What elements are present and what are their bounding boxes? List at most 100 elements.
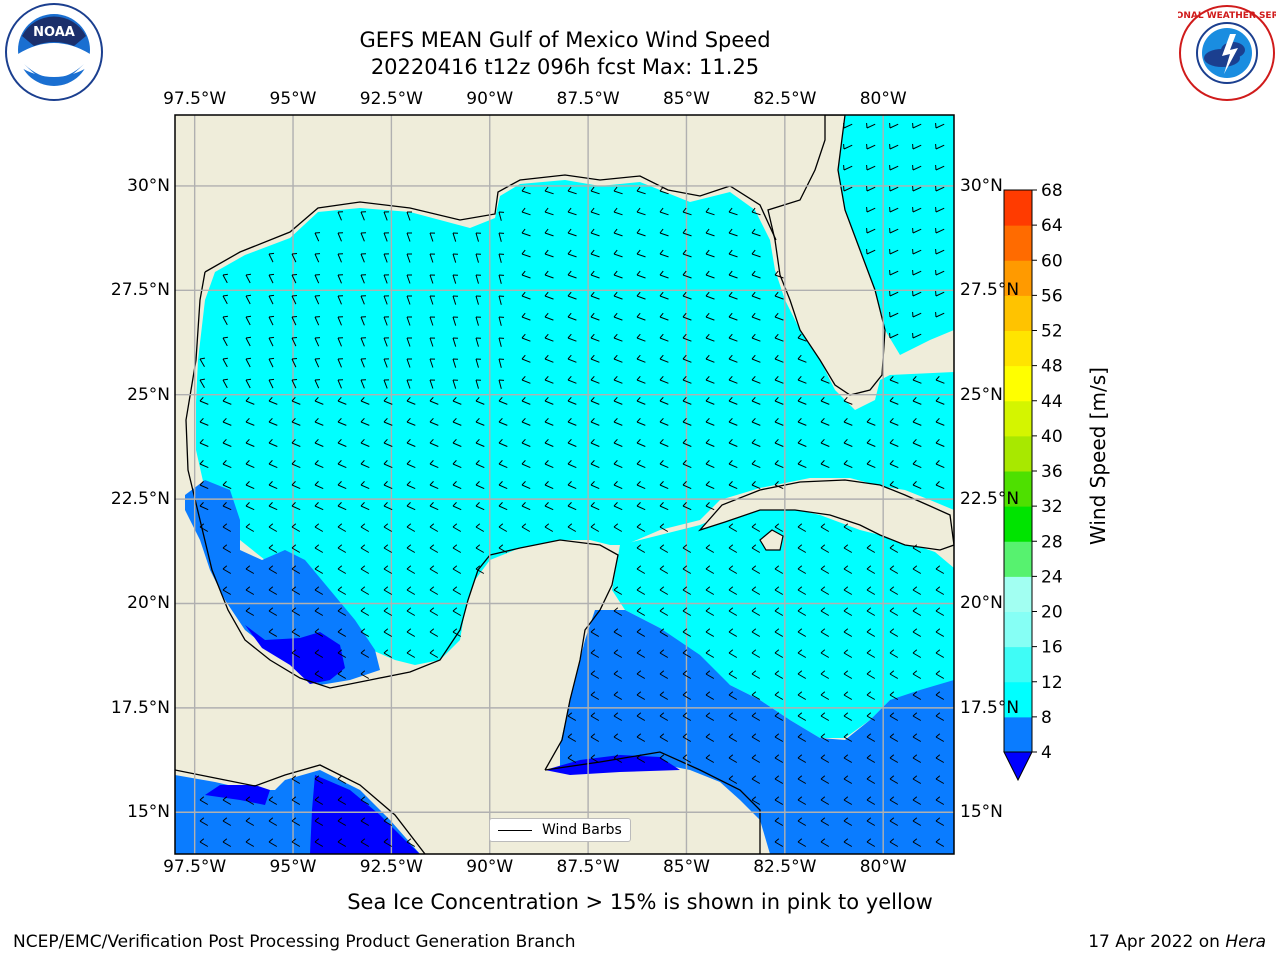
- wind-barb: [935, 799, 945, 805]
- wind-barb-feather: [291, 502, 296, 507]
- wind-barb: [337, 631, 347, 637]
- wind-barb: [337, 610, 347, 616]
- wind-barb: [452, 442, 462, 447]
- wind-barb-feather: [705, 249, 710, 255]
- wind-barb-feather: [728, 417, 733, 423]
- wind-barb: [199, 421, 209, 426]
- wind-barb-feather: [935, 586, 941, 591]
- wind-barb-feather: [935, 838, 941, 843]
- mexico-coast: [185, 271, 491, 689]
- wind-barb-feather: [659, 312, 664, 318]
- wind-barb: [659, 274, 669, 279]
- wind-barb-feather: [268, 502, 273, 507]
- wind-barb: [360, 610, 370, 616]
- wind-barb: [636, 715, 646, 721]
- wind-barb-feather: [728, 712, 734, 717]
- wind-barb-feather: [751, 460, 756, 465]
- wind-barb: [475, 379, 479, 389]
- wind-barb: [268, 442, 278, 447]
- wind-barb: [636, 337, 646, 342]
- wind-barb-feather: [429, 417, 434, 423]
- wind-barb-feather: [567, 754, 573, 759]
- wind-barb: [659, 715, 669, 721]
- wind-barb: [291, 568, 301, 574]
- wind-barb: [498, 274, 502, 284]
- wind-barb: [314, 316, 320, 326]
- wind-barb-feather: [613, 228, 618, 234]
- wind-barb: [291, 463, 301, 469]
- wind-barb: [797, 526, 807, 532]
- colorbar-tick-label: 44: [1041, 392, 1063, 412]
- wind-barb: [337, 484, 347, 490]
- wind-barb-feather: [291, 316, 298, 318]
- wind-barb-feather: [613, 754, 619, 759]
- wind-barb: [820, 547, 830, 553]
- colorbar-segment: [1004, 295, 1032, 331]
- wind-barb: [475, 274, 479, 284]
- wind-barb-feather: [383, 649, 389, 654]
- colorbar-tick-label: 4: [1041, 743, 1052, 763]
- wind-barb-feather: [613, 207, 618, 213]
- wind-barb-feather: [751, 375, 756, 381]
- wind-barb: [935, 841, 945, 847]
- wind-barb: [705, 358, 715, 363]
- wind-barb-feather: [590, 481, 595, 486]
- wind-barb: [222, 568, 232, 574]
- wind-barb: [705, 694, 715, 700]
- wind-barb: [544, 505, 554, 511]
- wind-barb: [613, 694, 623, 700]
- wind-barb: [797, 820, 807, 826]
- wind-barb-feather: [613, 291, 618, 297]
- wind-barb-feather: [774, 775, 780, 780]
- wind-barb: [613, 400, 623, 405]
- wind-barb: [935, 379, 945, 384]
- wind-barb-feather: [705, 670, 711, 675]
- wind-barb: [889, 715, 899, 721]
- wind-barb-feather: [222, 460, 227, 465]
- wind-barb: [268, 568, 278, 574]
- wind-barb: [912, 421, 922, 426]
- wind-barb: [590, 736, 600, 742]
- wind-barb: [383, 379, 388, 389]
- wind-barb: [889, 270, 899, 276]
- wind-barb: [567, 715, 577, 721]
- wind-barb-feather: [245, 273, 252, 276]
- colorbar-tick-label: 24: [1041, 567, 1063, 587]
- lat-tick-left: 17.5°N: [110, 697, 170, 718]
- wind-barb-feather: [889, 417, 894, 423]
- colorbar-segment: [1004, 611, 1032, 648]
- wind-barb-feather: [360, 796, 366, 801]
- wind-barb-feather: [728, 460, 733, 465]
- wind-barb-feather: [659, 502, 664, 507]
- wind-barb-feather: [291, 481, 296, 486]
- wind-barb: [590, 673, 600, 679]
- wind-barb: [636, 484, 646, 490]
- wind-barb-feather: [751, 249, 756, 255]
- campeche-blue: [185, 480, 380, 685]
- wind-barb-feather: [245, 315, 252, 318]
- wind-barb: [705, 379, 715, 384]
- wind-barb: [705, 232, 715, 237]
- wind-barb: [912, 484, 922, 490]
- wind-barb: [521, 337, 531, 342]
- wind-barb: [935, 778, 945, 784]
- wind-barb-feather: [751, 481, 756, 486]
- wind-barb-feather: [544, 375, 549, 381]
- wind-barb: [590, 715, 600, 721]
- wind-barb: [843, 526, 853, 532]
- wind-barb: [383, 337, 388, 347]
- wind-barb-feather: [199, 417, 204, 423]
- wind-barb: [613, 463, 623, 469]
- wind-barb: [889, 442, 899, 447]
- wind-barb: [337, 547, 347, 553]
- wind-barb-feather: [452, 460, 457, 465]
- wind-barb-feather: [935, 691, 941, 696]
- wind-barb: [452, 400, 462, 405]
- wind-barb-feather: [544, 312, 549, 318]
- wind-barb-feather: [613, 649, 619, 654]
- wind-barb-feather: [774, 691, 780, 696]
- wind-barb: [222, 274, 228, 284]
- florida-land: [767, 115, 886, 396]
- gulf-honduras-deep: [545, 755, 680, 775]
- wind-barb-feather: [843, 438, 848, 444]
